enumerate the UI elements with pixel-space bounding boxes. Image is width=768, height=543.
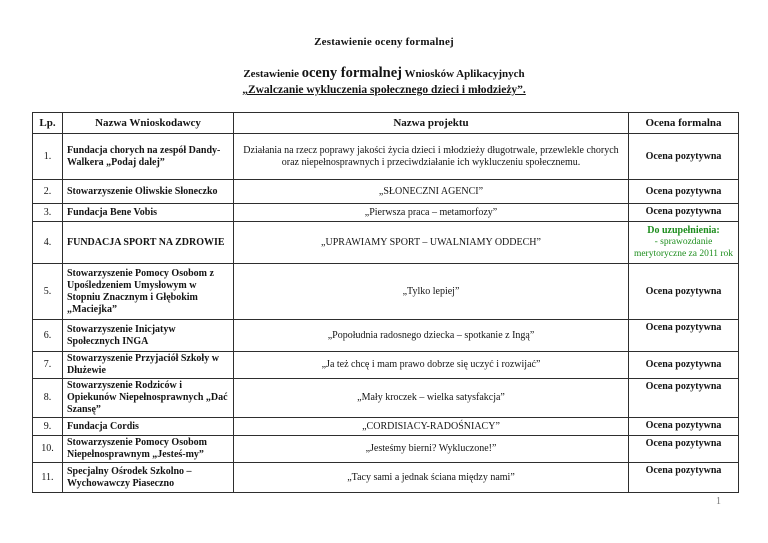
assessment-status: Ocena pozytywna <box>645 322 722 333</box>
row-number-cell: 6. <box>32 319 63 352</box>
assessment-status: Ocena pozytywna <box>645 185 722 197</box>
formal-assessment-cell: Ocena pozytywna <box>628 417 739 436</box>
table-row: 6. Stowarzyszenie Inicjatyw Społecznych I… <box>32 319 739 352</box>
assessment-status: Ocena pozytywna <box>645 206 722 217</box>
formal-assessment-cell: Ocena pozytywna <box>628 203 739 222</box>
table-row: 9. Fundacja Cordis „CORDISIACY-RADOŚNIACY”… <box>32 417 739 436</box>
assessment-detail: - sprawozdanie merytoryczne za 2011 rok <box>633 237 734 259</box>
assessment-status: Do uzupełnienia: <box>647 225 720 237</box>
table-row: 11. Specjalny Ośrodek Szkolno – Wychowawc… <box>32 462 739 493</box>
document-title: Zestawienie oceny formalnej <box>314 36 454 48</box>
project-name-cell: „Popołudnia radosnego dziecka – spotkani… <box>233 319 629 352</box>
project-name-cell: „Pierwsza praca – metamorfozy” <box>233 203 629 222</box>
row-number-cell: 10. <box>32 435 63 463</box>
formal-assessment-cell: Ocena pozytywna <box>628 263 739 320</box>
project-name-cell: „Jesteśmy bierni? Wykluczone!” <box>233 435 629 463</box>
table-row: 3. Fundacja Bene Vobis „Pierwsza praca – m… <box>32 203 739 222</box>
project-name-cell: „CORDISIACY-RADOŚNIACY” <box>233 417 629 436</box>
column-header: Ocena formalna <box>628 112 739 134</box>
assessment-status: Ocena pozytywna <box>645 381 722 392</box>
row-number-cell: 4. <box>32 221 63 264</box>
applicant-name-cell: Fundacja Cordis <box>62 417 234 436</box>
assessment-status: Ocena pozytywna <box>645 150 722 162</box>
table-row: 5. Stowarzyszenie Pomocy Osobom z Upośled… <box>32 263 739 320</box>
applicant-name-cell: Stowarzyszenie Pomocy Osobom z Upośledze… <box>62 263 234 320</box>
project-name-cell: „UPRAWIAMY SPORT – UWALNIAMY ODDECH” <box>233 221 629 264</box>
formal-assessment-cell: Ocena pozytywna <box>628 133 739 180</box>
table-row: 2. Stowarzyszenie Oliwskie Słoneczko „SŁON… <box>32 179 739 204</box>
row-number-cell: 5. <box>32 263 63 320</box>
project-name-cell: Działania na rzecz poprawy jakości życia… <box>233 133 629 180</box>
formal-assessment-cell: Do uzupełnienia: - sprawozdanie merytoryc… <box>628 221 739 264</box>
project-name-cell: „Tylko lepiej” <box>233 263 629 320</box>
assessment-table: Lp. Nazwa Wnioskodawcy Nazwa projektu Ocena… <box>32 112 739 493</box>
assessment-status: Ocena pozytywna <box>645 359 722 370</box>
subtitle-emphasis: oceny formalnej <box>301 65 402 81</box>
table-row: 4. FUNDACJA SPORT NA ZDROWIE „UPRAWIAMY SP… <box>32 221 739 264</box>
formal-assessment-cell: Ocena pozytywna <box>628 319 739 352</box>
subtitle-prefix: Zestawienie <box>243 68 302 80</box>
column-header: Nazwa projektu <box>233 112 629 134</box>
applicant-name-cell: Stowarzyszenie Pomocy Osobom Niepełnospr… <box>62 435 234 463</box>
project-name-cell: „Mały kroczek – wielka satysfakcja” <box>233 378 629 418</box>
assessment-status: Ocena pozytywna <box>645 438 722 449</box>
applicant-name-cell: Fundacja Bene Vobis <box>62 203 234 222</box>
applicant-name-cell: FUNDACJA SPORT NA ZDROWIE <box>62 221 234 264</box>
row-number-cell: 11. <box>32 462 63 493</box>
assessment-status: Ocena pozytywna <box>645 465 722 476</box>
project-name-cell: „SŁONECZNI AGENCI” <box>233 179 629 204</box>
subtitle-line1: Zestawienie oceny formalnej Wniosków Apl… <box>0 65 768 82</box>
subtitle-program-name: „Zwalczanie wykluczenia społecznego dzie… <box>242 84 526 96</box>
assessment-status: Ocena pozytywna <box>645 285 722 297</box>
project-name-cell: „Ja też chcę i mam prawo dobrze się uczy… <box>233 351 629 379</box>
applicant-name-cell: Stowarzyszenie Oliwskie Słoneczko <box>62 179 234 204</box>
subtitle-suffix: Wniosków Aplikacyjnych <box>401 68 525 80</box>
row-number-cell: 8. <box>32 378 63 418</box>
project-name-cell: „Tacy sami a jednak ściana między nami” <box>233 462 629 493</box>
document-subtitle: Zestawienie oceny formalnej Wniosków Apl… <box>0 65 768 96</box>
page-number: 1 <box>716 496 721 507</box>
table-row: 1. Fundacja chorych na zespół Dandy-Walke… <box>32 133 739 180</box>
row-number-cell: 9. <box>32 417 63 436</box>
formal-assessment-cell: Ocena pozytywna <box>628 435 739 463</box>
applicant-name-cell: Fundacja chorych na zespół Dandy-Walkera… <box>62 133 234 180</box>
table-header: Lp. Nazwa Wnioskodawcy Nazwa projektu Ocena… <box>32 112 739 134</box>
assessment-status: Ocena pozytywna <box>645 420 722 431</box>
table-body: 1. Fundacja chorych na zespół Dandy-Walke… <box>32 133 739 493</box>
formal-assessment-cell: Ocena pozytywna <box>628 351 739 379</box>
column-header: Nazwa Wnioskodawcy <box>62 112 234 134</box>
applicant-name-cell: Stowarzyszenie Rodziców i Opiekunów Niep… <box>62 378 234 418</box>
formal-assessment-cell: Ocena pozytywna <box>628 179 739 204</box>
applicant-name-cell: Specjalny Ośrodek Szkolno – Wychowawczy … <box>62 462 234 493</box>
row-number-cell: 2. <box>32 179 63 204</box>
table-row: 7. Stowarzyszenie Przyjaciół Szkoły w Dłu… <box>32 351 739 379</box>
applicant-name-cell: Stowarzyszenie Inicjatyw Społecznych ING… <box>62 319 234 352</box>
table-row: 8. Stowarzyszenie Rodziców i Opiekunów Ni… <box>32 378 739 418</box>
row-number-cell: 7. <box>32 351 63 379</box>
column-header: Lp. <box>32 112 63 134</box>
table-header-row: Lp. Nazwa Wnioskodawcy Nazwa projektu Ocena… <box>32 112 739 134</box>
table-row: 10. Stowarzyszenie Pomocy Osobom Niepełno… <box>32 435 739 463</box>
row-number-cell: 1. <box>32 133 63 180</box>
row-number-cell: 3. <box>32 203 63 222</box>
formal-assessment-cell: Ocena pozytywna <box>628 462 739 493</box>
applicant-name-cell: Stowarzyszenie Przyjaciół Szkoły w Dłuże… <box>62 351 234 379</box>
formal-assessment-cell: Ocena pozytywna <box>628 378 739 418</box>
